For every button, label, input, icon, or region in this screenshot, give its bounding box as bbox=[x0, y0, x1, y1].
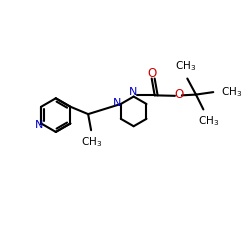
Text: O: O bbox=[147, 66, 156, 80]
Text: O: O bbox=[174, 88, 184, 101]
Text: CH$_3$: CH$_3$ bbox=[221, 85, 242, 98]
Text: CH$_3$: CH$_3$ bbox=[81, 136, 102, 149]
Text: N: N bbox=[112, 98, 121, 108]
Text: N: N bbox=[35, 120, 44, 130]
Text: CH$_3$: CH$_3$ bbox=[176, 59, 197, 73]
Text: CH$_3$: CH$_3$ bbox=[198, 114, 220, 128]
Text: N: N bbox=[128, 87, 137, 97]
